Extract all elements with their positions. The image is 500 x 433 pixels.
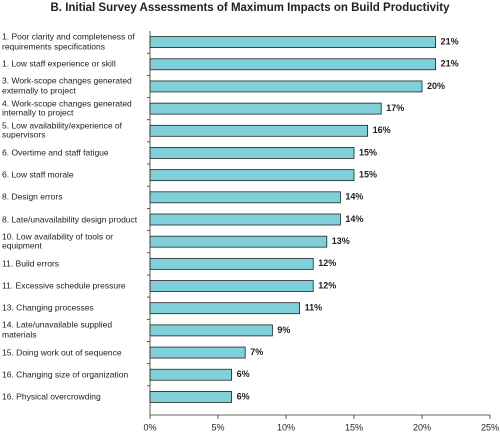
y-tick-label: 5. Low availability/experience of superv… — [2, 120, 123, 140]
y-tick-label: 3. Work-scope changes generated external… — [2, 75, 132, 96]
value-label: 21% — [441, 59, 459, 69]
bar — [149, 58, 437, 71]
y-tick-label: 11. Build errors — [2, 258, 60, 269]
x-tick-label: 0% — [143, 422, 156, 432]
value-label: 15% — [359, 170, 377, 180]
bar — [149, 302, 301, 315]
y-tick-label: 6. Low staff morale — [2, 169, 74, 180]
y-tick-label: 16. Changing size of organization — [2, 368, 129, 379]
y-tick-label: 10. Low availability of tools or equipme… — [2, 231, 114, 251]
x-tick-label: 25% — [481, 422, 499, 432]
bar — [149, 169, 355, 182]
y-tick-label: 4. Work-scope changes generated internal… — [2, 98, 132, 118]
y-tick-label: 15. Doing work out of sequence — [2, 346, 122, 357]
bar — [149, 124, 369, 137]
y-tick-label: 11. Excessive schedule pressure — [2, 280, 126, 291]
bar — [149, 191, 341, 204]
y-tick-label: 8. Design errors — [2, 191, 63, 202]
x-tick-label: 15% — [345, 422, 363, 432]
chart-title: B. Initial Survey Assessments of Maximum… — [50, 2, 450, 14]
y-tick-label: 13. Changing processes — [2, 302, 94, 313]
bar — [149, 147, 355, 159]
bar — [149, 36, 437, 48]
bar — [149, 346, 246, 359]
bar — [149, 102, 382, 115]
bar — [149, 257, 314, 270]
y-tick-label: 16. Physical overcrowding — [2, 391, 101, 402]
value-label: 12% — [318, 280, 336, 290]
x-tick-label: 10% — [277, 422, 295, 432]
y-tick-label: 1. Poor clarity and completeness of requ… — [2, 31, 135, 52]
bar — [149, 324, 273, 337]
value-label: 17% — [386, 103, 404, 113]
value-label: 21% — [441, 36, 459, 46]
y-tick-label: 8. Late/unavailability design product — [2, 213, 138, 224]
bar — [149, 368, 232, 381]
x-tick-label: 5% — [211, 422, 224, 432]
bar — [149, 391, 232, 403]
value-label: 6% — [237, 369, 250, 379]
y-tick-label: 6. Overtime and staff fatigue — [2, 147, 109, 158]
value-label: 12% — [318, 258, 336, 268]
value-label: 13% — [332, 236, 350, 246]
value-label: 16% — [373, 125, 391, 135]
value-label: 15% — [359, 147, 377, 157]
bar — [149, 235, 328, 248]
value-label: 11% — [305, 303, 323, 313]
value-label: 14% — [345, 214, 363, 224]
x-tick-label: 20% — [413, 422, 431, 432]
value-label: 20% — [427, 81, 445, 91]
bar — [149, 80, 423, 93]
value-label: 14% — [345, 192, 363, 202]
value-label: 6% — [237, 391, 250, 401]
y-tick-label: 1. Low staff experience or skill — [2, 58, 116, 69]
value-label: 7% — [250, 347, 263, 357]
bar — [149, 280, 314, 292]
y-tick-label: 14. Late/unavailable supplied materials — [2, 319, 113, 340]
bar — [149, 213, 341, 226]
value-label: 9% — [277, 325, 290, 335]
